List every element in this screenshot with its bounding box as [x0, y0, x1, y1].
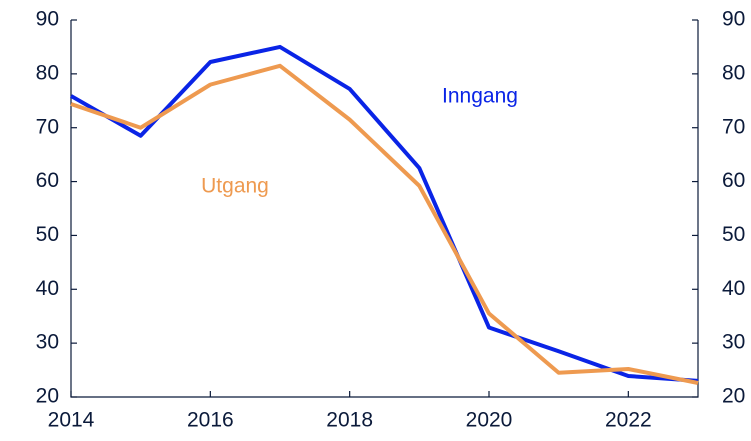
y-tick-label: 20 — [36, 385, 59, 408]
series-label: Inngang — [442, 85, 518, 108]
x-tick-label: 2022 — [605, 409, 652, 432]
y2-tick-label: 20 — [722, 385, 745, 408]
axis-frame — [70, 20, 699, 398]
y-tick-label: 40 — [36, 277, 59, 300]
x-tick-label: 2018 — [326, 409, 373, 432]
series-label: Utgang — [201, 175, 269, 198]
y2-tick-label: 40 — [722, 277, 745, 300]
y-tick-label: 70 — [36, 115, 59, 138]
x-tick-label: 2014 — [48, 409, 95, 432]
y-tick-label: 50 — [36, 223, 59, 246]
y-tick-label: 90 — [36, 8, 59, 31]
y2-tick-label: 50 — [722, 223, 745, 246]
y-tick-label: 80 — [36, 61, 59, 84]
line-series — [70, 44, 699, 383]
y-tick-label: 30 — [36, 331, 59, 354]
x-tick-label: 2020 — [466, 409, 513, 432]
y2-tick-label: 60 — [722, 169, 745, 192]
line-series — [70, 63, 699, 385]
y2-tick-label: 30 — [722, 331, 745, 354]
y-tick-label: 60 — [36, 169, 59, 192]
y2-tick-label: 80 — [722, 61, 745, 84]
x-tick-label: 2016 — [187, 409, 234, 432]
y2-tick-label: 70 — [722, 115, 745, 138]
y2-tick-label: 90 — [722, 8, 745, 31]
